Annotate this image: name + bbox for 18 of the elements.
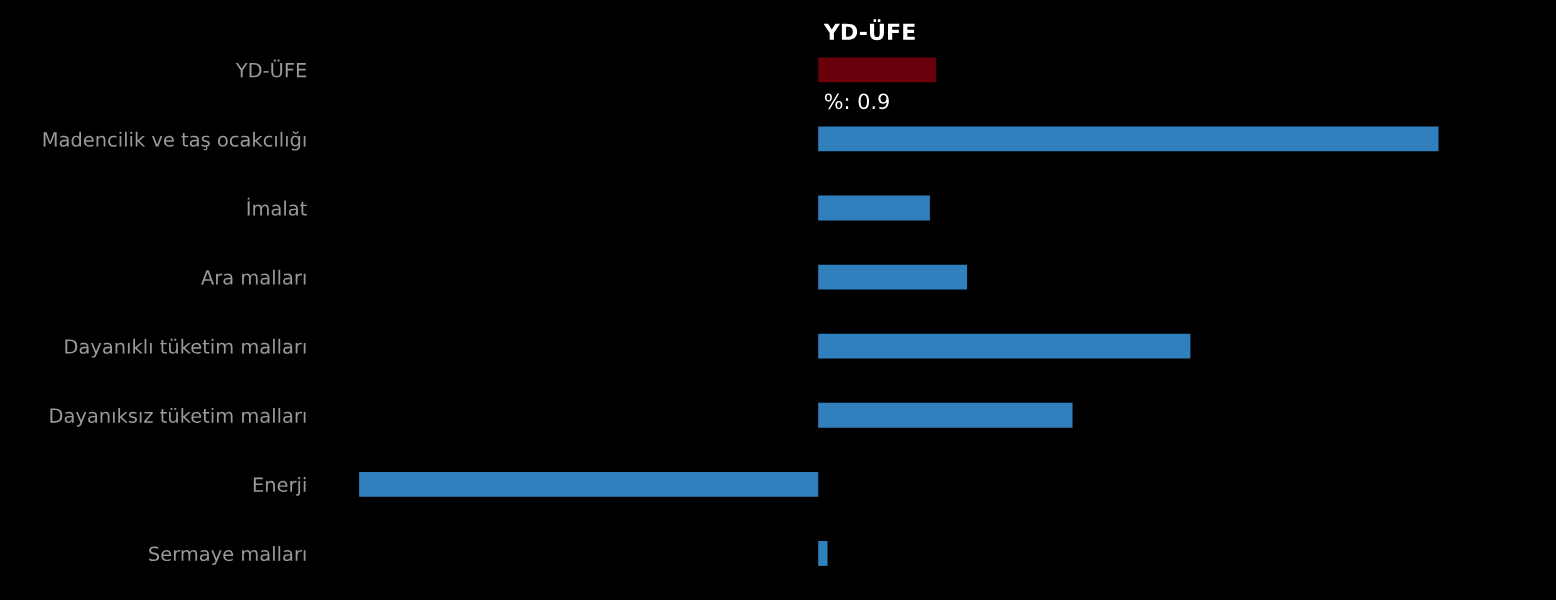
bar: [818, 541, 828, 566]
y-tick-label: YD-ÜFE: [235, 59, 307, 78]
y-tick-label: Sermaye malları: [149, 546, 306, 565]
annotation: %: 0.9: [824, 93, 889, 110]
bar: [359, 471, 819, 497]
y-tick-label: Madencilik ve taş ocakcılığı: [43, 131, 306, 151]
y-tick-label: Ara malları: [201, 269, 306, 285]
y-tick-label: Dayanıksız tüketim malları: [50, 407, 306, 427]
y-tick-label: Enerji: [253, 476, 306, 496]
bar: [818, 57, 937, 83]
bar: [818, 126, 1439, 152]
y-tick-label: İmalat: [247, 197, 307, 216]
bar: [818, 264, 968, 290]
annotation: YD-ÜFE: [823, 19, 915, 41]
bar: [818, 195, 930, 221]
y-tick-label: Dayanıklı tüketim malları: [65, 338, 306, 358]
bar: [818, 333, 1191, 359]
bar: [818, 402, 1073, 428]
